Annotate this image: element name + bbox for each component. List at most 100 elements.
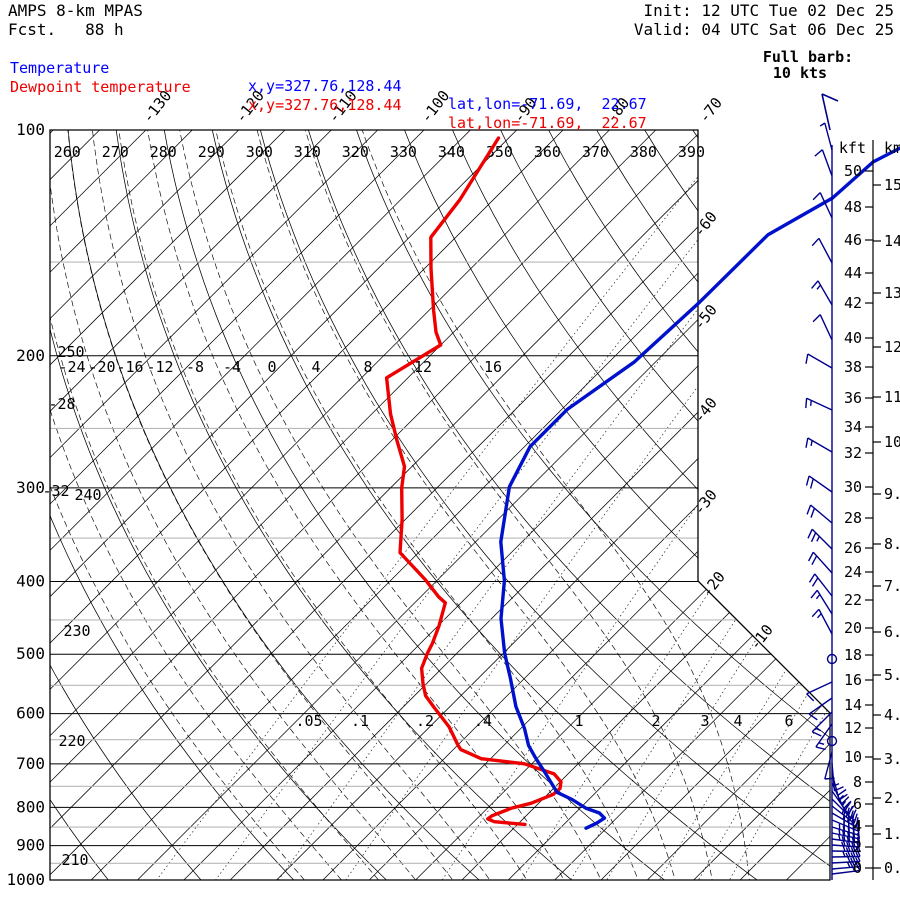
- moist-adiabat-label: -32: [42, 482, 69, 500]
- km-tick-label: 5.: [884, 666, 900, 684]
- mixing-ratio-label: 6: [784, 712, 793, 730]
- pressure-label: 700: [16, 754, 45, 773]
- moist-adiabat-label: -28: [48, 395, 75, 413]
- theta-top-label: 320: [342, 143, 369, 161]
- theta-left-label: 220: [58, 732, 85, 750]
- mixing-ratio-label: 1: [574, 712, 583, 730]
- legend-dewpoint-row: Dewpoint temperature x,y=327.76,128.44 l…: [0, 60, 647, 150]
- moist-adiabat-label: -4: [223, 358, 241, 376]
- barb-legend-sample: [821, 93, 839, 131]
- legend-temperature-xy: x,y=327.76,128.44: [248, 77, 402, 95]
- km-tick-label: 6.: [884, 623, 900, 641]
- kft-tick-label: 32: [844, 444, 862, 462]
- kft-tick-label: 12: [844, 719, 862, 737]
- kft-tick-label: 2: [853, 838, 862, 856]
- kft-tick-label: 10: [844, 748, 862, 766]
- isotherm-top-label: -70: [695, 94, 726, 126]
- kft-tick-label: 16: [844, 671, 862, 689]
- theta-top-label: 360: [534, 143, 561, 161]
- kft-tick-label: 44: [844, 264, 862, 282]
- legend-temperature-label: Temperature: [10, 59, 110, 77]
- theta-top-label: 390: [678, 143, 705, 161]
- isotherm-right-label: -30: [690, 486, 721, 518]
- km-tick-label: 11.: [884, 388, 900, 406]
- theta-top-label: 300: [246, 143, 273, 161]
- kft-tick-label: 36: [844, 389, 862, 407]
- mixing-ratio-label: .4: [474, 712, 492, 730]
- theta-left-label: 240: [74, 486, 101, 504]
- kft-tick-label: 20: [844, 619, 862, 637]
- km-tick-label: 4.: [884, 706, 900, 724]
- kft-header: kft: [839, 139, 866, 157]
- kft-tick-label: 48: [844, 198, 862, 216]
- km-header: km: [884, 139, 900, 157]
- model-title: AMPS 8-km MPAS: [8, 1, 143, 20]
- barb-legend: Full barb:10 kts: [763, 48, 853, 131]
- km-tick-label: 2.: [884, 789, 900, 807]
- kft-tick-label: 6: [853, 795, 862, 813]
- pressure-label: 600: [16, 704, 45, 723]
- moist-adiabat-label: 8: [363, 358, 372, 376]
- kft-tick-label: 50: [844, 162, 862, 180]
- pressure-minor-lines: [50, 261, 830, 864]
- km-tick-label: 15.: [884, 176, 900, 194]
- legend-temperature-row: Temperature x,y=327.76,128.44 lat,lon=-7…: [0, 41, 647, 131]
- theta-top-label: 260: [54, 143, 81, 161]
- moist-adiabats: [50, 130, 752, 880]
- kft-tick-label: 0: [853, 859, 862, 877]
- km-tick-label: 0.: [884, 859, 900, 877]
- km-tick-label: 8.: [884, 535, 900, 553]
- valid-time: Valid: 04 UTC Sat 06 Dec 25: [633, 20, 894, 39]
- legend-dewpoint-xy: x,y=327.76,128.44: [248, 96, 402, 114]
- kft-tick-label: 8: [853, 773, 862, 791]
- theta-top-label: 290: [198, 143, 225, 161]
- km-tick-label: 12.: [884, 338, 900, 356]
- wind-barb-column: [805, 122, 861, 880]
- km-tick-label: 3.: [884, 750, 900, 768]
- moist-adiabat-label: -24: [58, 358, 85, 376]
- moist-adiabat-label: 4: [311, 358, 320, 376]
- init-time: Init: 12 UTC Tue 02 Dec 25: [643, 1, 894, 20]
- moist-adiabat-label: -16: [116, 358, 143, 376]
- km-tick-label: 7.: [884, 577, 900, 595]
- theta-top-label: 270: [102, 143, 129, 161]
- theta-left-label: 250: [57, 343, 84, 361]
- kft-tick-label: 28: [844, 509, 862, 527]
- pressure-label: 300: [16, 478, 45, 497]
- theta-left-label: 230: [63, 622, 90, 640]
- kft-tick-label: 26: [844, 539, 862, 557]
- kft-tick-label: 34: [844, 418, 862, 436]
- moist-adiabat-label: -8: [186, 358, 204, 376]
- theta-top-label: 280: [150, 143, 177, 161]
- theta-top-label: 310: [294, 143, 321, 161]
- pressure-label: 500: [16, 644, 45, 663]
- km-tick-label: 10.: [884, 433, 900, 451]
- km-tick-label: 1.: [884, 825, 900, 843]
- kft-tick-label: 22: [844, 591, 862, 609]
- skewt-grid: [50, 130, 830, 880]
- theta-top-label: 330: [390, 143, 417, 161]
- plot-border: [49, 129, 831, 881]
- pressure-label: 900: [16, 836, 45, 855]
- theta-top-label: 380: [630, 143, 657, 161]
- theta-left-label: 210: [61, 851, 88, 869]
- pressure-label: 800: [16, 797, 45, 816]
- pressure-label: 1000: [6, 870, 45, 889]
- legend-temperature-latlon: lat,lon=-71.69, 22.67: [448, 95, 647, 113]
- moist-adiabat-label: -12: [146, 358, 173, 376]
- kft-tick-label: 4: [853, 817, 862, 835]
- isotherm-right-label: -20: [698, 568, 729, 600]
- forecast-hour: Fcst. 88 h: [8, 20, 124, 39]
- theta-top-label: 340: [438, 143, 465, 161]
- kft-tick-label: 24: [844, 563, 862, 581]
- km-tick-label: 9.: [884, 485, 900, 503]
- kft-tick-label: 42: [844, 294, 862, 312]
- isotherm-right-label: -40: [690, 394, 721, 426]
- mixing-ratio-label: .05: [295, 712, 322, 730]
- kft-tick-label: 46: [844, 231, 862, 249]
- km-tick-label: 13.: [884, 284, 900, 302]
- barb-legend-line1: Full barb:: [763, 48, 853, 66]
- mixing-ratio-label: .2: [416, 712, 434, 730]
